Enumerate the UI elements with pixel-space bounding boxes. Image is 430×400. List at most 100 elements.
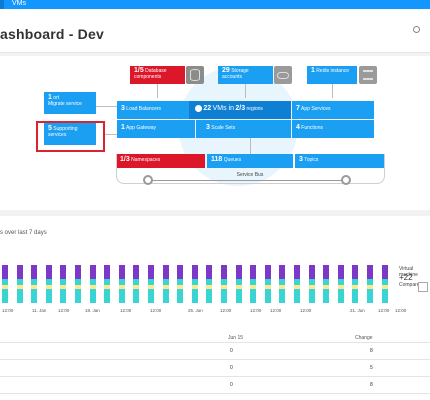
chart-bar-segment[interactable] [323,265,330,279]
chart-bar-segment[interactable] [221,285,227,289]
chart-bar-segment[interactable] [206,265,213,279]
chart-bar-segment[interactable] [162,285,169,289]
chart-bar-segment[interactable] [381,289,388,303]
chart-bar-segment[interactable] [118,285,125,289]
app-services-tile[interactable]: 7 App Services [292,101,374,119]
chart-bar-segment[interactable] [308,285,315,289]
chart-bar-segment[interactable] [45,285,52,289]
chart-bar-segment[interactable] [323,289,330,303]
chart-bar-segment[interactable] [337,285,344,289]
chart-bar-segment[interactable] [162,289,169,303]
chart-bar-segment[interactable] [89,265,96,279]
chart-bar-segment[interactable] [323,279,330,285]
chart-bar-segment[interactable] [323,285,330,289]
chart-bar-segment[interactable] [89,279,96,285]
breadcrumb[interactable]: VMs [12,0,26,7]
chart-bar-segment[interactable] [31,289,38,303]
chart-bar-segment[interactable] [294,279,300,285]
chart-bar-segment[interactable] [104,279,111,285]
chart-bar-segment[interactable] [75,289,81,303]
chart-bar-segment[interactable] [308,289,315,303]
chart-bar-segment[interactable] [250,279,257,285]
chart-bar-segment[interactable] [75,279,81,285]
chart-bar-segment[interactable] [133,289,140,303]
chart-bar-segment[interactable] [118,279,125,285]
chart-bar-segment[interactable] [16,285,23,289]
chart-bar-segment[interactable] [191,289,198,303]
chart-bar-segment[interactable] [221,265,227,279]
chart-bar-segment[interactable] [162,265,169,279]
supporting-services-tile[interactable]: 5 Supporting services [44,123,96,145]
chart-bar-segment[interactable] [104,285,111,289]
chart-bar-segment[interactable] [352,279,359,285]
chart-bar-segment[interactable] [2,265,8,279]
chart-bar-segment[interactable] [16,279,23,285]
chart-bar-segment[interactable] [367,285,373,289]
chart-bar-segment[interactable] [104,265,111,279]
chart-bar-segment[interactable] [31,279,38,285]
chart-bar-segment[interactable] [381,279,388,285]
side-checkbox[interactable] [418,282,428,292]
chart-bar-segment[interactable] [264,285,271,289]
chart-bar-segment[interactable] [60,265,67,279]
chart-bar-segment[interactable] [60,285,67,289]
chart-bar-segment[interactable] [337,279,344,285]
chart-bar-segment[interactable] [162,279,169,285]
chart-bar-segment[interactable] [250,265,257,279]
chart-bar-segment[interactable] [45,265,52,279]
redis-instance-tile[interactable]: 1 Redis instance [307,66,357,84]
chart-bar-segment[interactable] [89,289,96,303]
chart-bar-segment[interactable] [367,279,373,285]
chart-bar-segment[interactable] [177,289,184,303]
migrate-service-tile[interactable]: 1 ort Migrate service [44,92,96,114]
chart-bar-segment[interactable] [367,265,373,279]
chart-bar-segment[interactable] [352,289,359,303]
chart-bar-segment[interactable] [235,289,242,303]
chart-bar-segment[interactable] [133,279,140,285]
chart-bar-segment[interactable] [104,289,111,303]
chart-bar-segment[interactable] [177,265,184,279]
vms-tile[interactable]: 22 VMs in 2/3 regions [189,101,291,119]
chart-bar-segment[interactable] [31,265,38,279]
chart-bar-segment[interactable] [191,265,198,279]
table-header-jun15[interactable]: Jun 15 [228,335,244,341]
chart-bar-segment[interactable] [45,289,52,303]
namespaces-tile[interactable]: 1/3 Namespaces [116,154,205,168]
chart-bar-segment[interactable] [16,289,23,303]
chart-bar-segment[interactable] [177,285,184,289]
chart-bar-segment[interactable] [279,285,286,289]
chart-bar-segment[interactable] [264,289,271,303]
chart-bar-segment[interactable] [45,279,52,285]
table-header-change[interactable]: Change [355,335,373,341]
chart-bar-segment[interactable] [148,285,154,289]
chart-bar-segment[interactable] [2,279,8,285]
chart-bar-segment[interactable] [148,279,154,285]
chart-bar-segment[interactable] [206,289,213,303]
topics-tile[interactable]: 3 Topics [295,154,385,168]
chart-bar-segment[interactable] [294,285,300,289]
storage-accounts-tile[interactable]: 29 Storage accounts [218,66,273,84]
chart-bar-segment[interactable] [133,265,140,279]
database-components-tile[interactable]: 1/5 Database components [130,66,185,84]
chart-bar-segment[interactable] [308,279,315,285]
chart-bar-segment[interactable] [235,279,242,285]
chart-bar-segment[interactable] [16,265,23,279]
chart-bar-segment[interactable] [337,289,344,303]
chart-bar-segment[interactable] [75,265,81,279]
chart-bar-segment[interactable] [235,265,242,279]
chart-bar-segment[interactable] [352,265,359,279]
chart-bar-segment[interactable] [60,279,67,285]
chart-bar-segment[interactable] [367,289,373,303]
scale-sets-tile[interactable]: 3 Scale Sets [196,120,291,138]
chart-bar-segment[interactable] [148,265,154,279]
chart-bar-segment[interactable] [352,285,359,289]
chart-bar-segment[interactable] [118,265,125,279]
chart-bar-segment[interactable] [221,279,227,285]
chart-bar-segment[interactable] [191,279,198,285]
chart-bar-segment[interactable] [381,285,388,289]
chart-bar-segment[interactable] [221,289,227,303]
chart-bar-segment[interactable] [235,285,242,289]
chart-bar-segment[interactable] [2,285,8,289]
functions-tile[interactable]: 4 Functions [292,120,374,138]
chart-bar-segment[interactable] [206,285,213,289]
